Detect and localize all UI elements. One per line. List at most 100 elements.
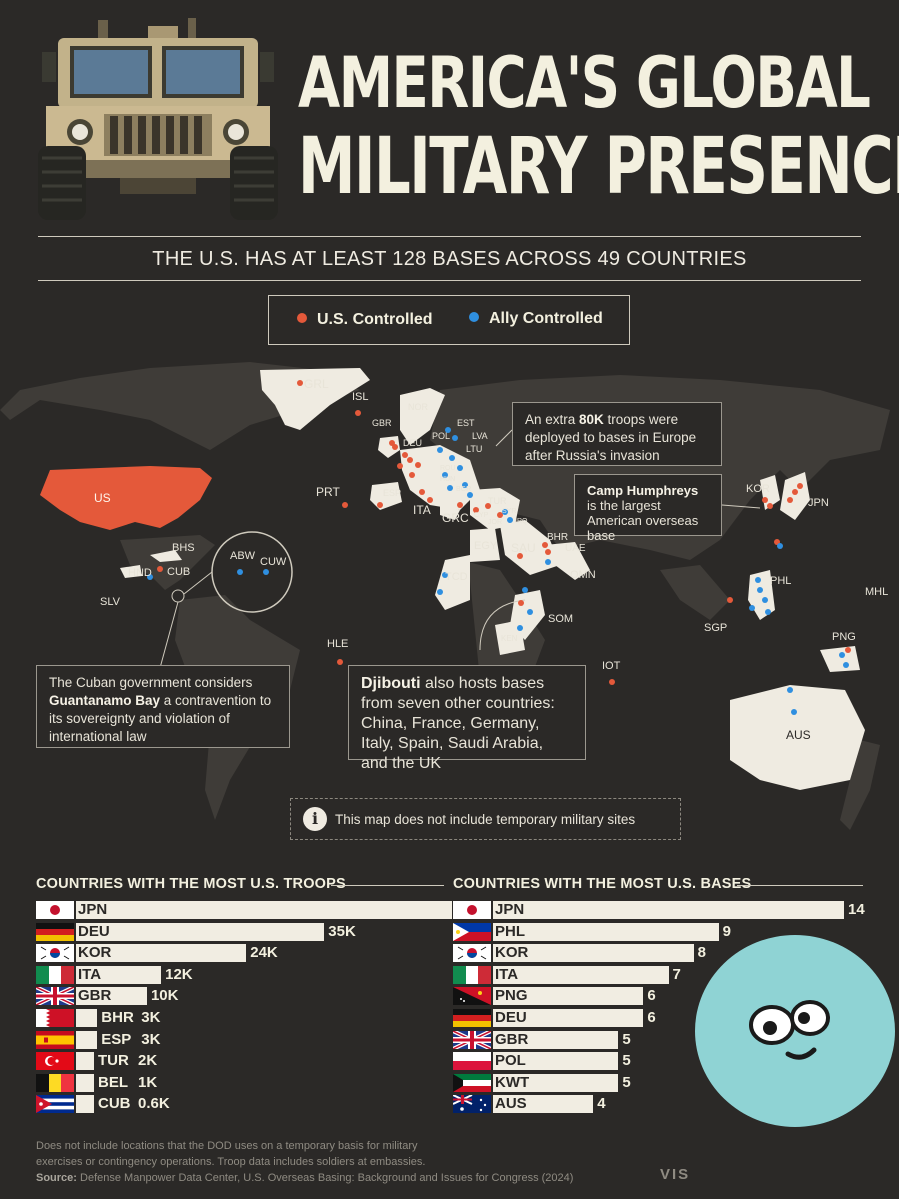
bar-kor	[76, 944, 247, 963]
map-label-esp: ESP	[383, 488, 402, 498]
bar-cub	[76, 1095, 94, 1114]
bar-row-deu: DEU 35K	[36, 922, 492, 941]
bar-row-pol: POL 5	[453, 1052, 884, 1071]
title-divider-top	[38, 236, 861, 237]
bhr-flag-icon	[36, 1009, 74, 1027]
map-label-kor: KOR	[746, 483, 770, 495]
bar-value-deu: 6	[647, 1009, 656, 1026]
us-territory	[40, 466, 212, 530]
map-label-deu: DEU	[403, 438, 423, 448]
bar-value-esp: 3K	[141, 1030, 161, 1048]
map-legend: U.S. Controlled Ally Controlled	[268, 295, 630, 345]
camp-humphreys-note: Camp Humphreys is the largest American o…	[574, 474, 722, 543]
humphreys-note-bold: Camp Humphreys	[587, 483, 699, 498]
kwt-flag-icon	[453, 1073, 491, 1092]
pol-flag-icon	[453, 1052, 491, 1071]
bar-label-kor: KOR	[78, 944, 112, 962]
bar-label-jpn: JPN	[78, 901, 108, 918]
ita-flag-icon	[453, 965, 491, 984]
bar-esp	[76, 1030, 98, 1049]
bar-label-aus: AUS	[495, 1095, 527, 1113]
page-title-line-2: MILITARY PRESENCE	[298, 122, 899, 212]
map-label-hle: HLE	[327, 638, 349, 650]
bar-ita	[76, 965, 162, 984]
bar-value-bhr: 3K	[141, 1009, 161, 1026]
map-label-abw: ABW	[230, 550, 256, 562]
map-disclaimer: i This map does not include temporary mi…	[290, 798, 681, 840]
map-label-hun: HUN	[440, 476, 456, 483]
bar-label-esp: ESP	[101, 1030, 132, 1048]
map-label-jpn: JPN	[808, 497, 829, 509]
tur-flag-icon	[36, 1052, 74, 1071]
bar-jpn	[76, 901, 452, 919]
page-title-line-1: AMERICA'S GLOBAL	[298, 42, 871, 124]
bar-deu	[493, 1009, 644, 1027]
bar-value-ita: 12K	[165, 965, 193, 983]
bar-value-jpn: 14	[848, 901, 865, 918]
bar-tur	[76, 1052, 94, 1071]
bar-row-jpn: JPN53K	[36, 901, 492, 919]
map-label-syr: SYR	[502, 508, 517, 515]
info-icon: i	[303, 807, 327, 831]
bar-pol	[493, 1052, 619, 1071]
map-label-lva: LVA	[472, 431, 488, 441]
source-text: Defense Manpower Data Center, U.S. Overs…	[76, 1172, 574, 1184]
bel-flag-icon	[36, 1073, 74, 1092]
bar-row-bel: BEL 1K	[36, 1073, 492, 1092]
bar-row-tur: TUR 2K	[36, 1052, 492, 1071]
europe-note-bold: 80K	[579, 412, 604, 427]
cuba-note-pre: The Cuban government considers	[49, 675, 253, 690]
legend-ally-label: Ally Controlled	[489, 310, 603, 327]
cuba-note-post: a contravention to its sovereignty and v…	[49, 693, 272, 744]
map-label-tcd: TCD	[445, 571, 468, 583]
footnote-source: Source: Defense Manpower Data Center, U.…	[36, 1170, 596, 1186]
map-label-sgp: SGP	[704, 622, 728, 634]
bar-value-bel: 1K	[138, 1073, 158, 1091]
troops-chart-title: COUNTRIES WITH THE MOST U.S. TROOPS	[36, 876, 346, 892]
bar-label-bhr: BHR	[101, 1009, 134, 1026]
highlighted-countries	[120, 368, 865, 790]
bar-value-kor: 8	[697, 944, 706, 962]
esp-flag-icon	[36, 1030, 74, 1049]
bar-row-png: PNG 6	[453, 987, 884, 1006]
djibouti-note-post: also hosts bases from seven other countr…	[361, 675, 555, 772]
bar-phl	[493, 922, 719, 941]
bar-row-gbr: GBR 10K	[36, 987, 492, 1006]
jpn-flag-icon	[453, 901, 491, 919]
map-label-grc: GRC	[442, 511, 469, 525]
bar-label-png: PNG	[495, 987, 528, 1005]
bar-label-kor: KOR	[495, 944, 529, 962]
map-label-egy: EGY	[474, 540, 498, 552]
map-label-hnd: HND	[128, 567, 152, 579]
map-label-cuw: CUW	[260, 556, 287, 568]
bar-label-phl: PHL	[495, 922, 525, 940]
map-label-ken: KEN	[501, 634, 518, 643]
map-label-iot: IOT	[602, 660, 621, 672]
map-label-tur: TUR	[488, 496, 507, 506]
bar-value-tur: 2K	[138, 1052, 158, 1070]
legend-us-label: U.S. Controlled	[317, 311, 433, 328]
bar-value-aus: 4	[597, 1095, 606, 1113]
bar-label-tur: TUR	[98, 1052, 129, 1070]
bar-png	[493, 987, 644, 1006]
map-label-aus: AUS	[786, 728, 811, 742]
bar-row-kor: KOR 24K	[36, 944, 492, 963]
bar-row-deu: DEU 6	[453, 1009, 884, 1027]
bar-row-jpn: JPN 14	[453, 901, 884, 919]
map-label-slv: SLV	[100, 596, 120, 608]
footnote-line-1: Does not include locations that the DOD …	[36, 1140, 418, 1152]
bar-label-gbr: GBR	[495, 1030, 529, 1048]
map-label-cyp: CYP	[474, 512, 489, 519]
bar-value-gbr: 10K	[150, 987, 179, 1005]
bar-gbr	[76, 987, 147, 1006]
bar-label-ita: ITA	[495, 965, 519, 983]
map-label-us: US	[94, 491, 111, 505]
mascot-blob	[695, 935, 895, 1127]
bar-value-pol: 5	[622, 1052, 631, 1070]
bar-value-png: 6	[647, 987, 656, 1005]
map-label-ltu: LTU	[466, 444, 483, 454]
map-label-gbr: GBR	[372, 418, 392, 428]
brand-logo: VIS	[660, 1166, 691, 1183]
bar-row-kwt: KWT 5	[453, 1073, 884, 1092]
map-label-uae: UAE	[565, 543, 586, 554]
